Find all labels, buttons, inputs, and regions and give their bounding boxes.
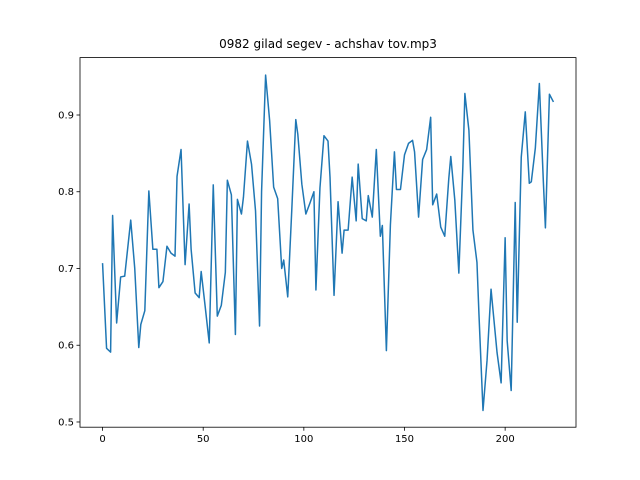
x-tick-label: 0: [99, 434, 105, 445]
y-tick-label: 0.9: [58, 111, 74, 122]
axes-frame: [79, 57, 577, 428]
chart-title: 0982 gilad segev - achshav tov.mp3: [219, 37, 437, 51]
data-line: [101, 74, 555, 412]
y-tick-label: 0.8: [58, 187, 74, 198]
x-tick-label: 100: [294, 434, 313, 445]
y-tick-label: 0.5: [58, 417, 74, 428]
x-tick-label: 150: [395, 434, 414, 445]
y-tick-label: 0.7: [58, 264, 74, 275]
x-tick-label: 50: [197, 434, 210, 445]
x-tick-label: 200: [496, 434, 515, 445]
y-tick-label: 0.6: [58, 341, 74, 352]
